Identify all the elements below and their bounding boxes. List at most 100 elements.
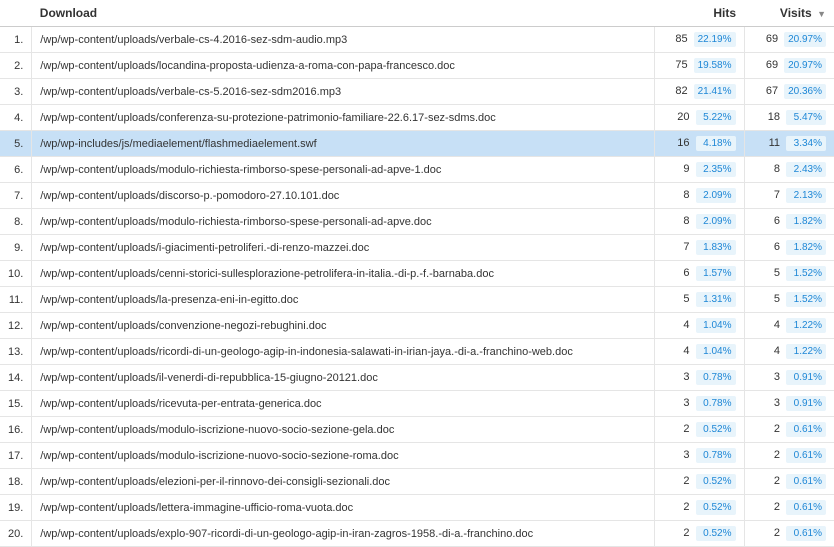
visits-count: 3 bbox=[756, 371, 780, 383]
visits-count: 5 bbox=[756, 267, 780, 279]
row-path[interactable]: /wp/wp-includes/js/mediaelement/flashmed… bbox=[32, 131, 654, 157]
row-visits: 61.82% bbox=[744, 209, 834, 235]
row-hits: 92.35% bbox=[654, 157, 744, 183]
visits-pct-badge: 20.36% bbox=[784, 84, 826, 99]
row-path[interactable]: /wp/wp-content/uploads/i-giacimenti-petr… bbox=[32, 235, 654, 261]
row-path[interactable]: /wp/wp-content/uploads/verbale-cs-4.2016… bbox=[32, 27, 654, 53]
visits-count: 69 bbox=[754, 59, 778, 71]
row-visits: 41.22% bbox=[744, 313, 834, 339]
table-row[interactable]: 13./wp/wp-content/uploads/ricordi-di-un-… bbox=[0, 339, 834, 365]
table-row[interactable]: 15./wp/wp-content/uploads/ricevuta-per-e… bbox=[0, 391, 834, 417]
row-index: 10. bbox=[0, 261, 32, 287]
table-row[interactable]: 20./wp/wp-content/uploads/explo-907-rico… bbox=[0, 521, 834, 547]
hits-count: 4 bbox=[666, 345, 690, 357]
header-hits[interactable]: Hits bbox=[654, 0, 744, 27]
visits-count: 11 bbox=[756, 137, 780, 149]
visits-count: 4 bbox=[756, 319, 780, 331]
table-row[interactable]: 10./wp/wp-content/uploads/cenni-storici-… bbox=[0, 261, 834, 287]
table-row[interactable]: 19./wp/wp-content/uploads/lettera-immagi… bbox=[0, 495, 834, 521]
hits-count: 7 bbox=[666, 241, 690, 253]
row-visits: 51.52% bbox=[744, 261, 834, 287]
row-path[interactable]: /wp/wp-content/uploads/ricevuta-per-entr… bbox=[32, 391, 654, 417]
table-row[interactable]: 14./wp/wp-content/uploads/il-venerdi-di-… bbox=[0, 365, 834, 391]
visits-pct-badge: 0.61% bbox=[786, 448, 826, 463]
table-row[interactable]: 17./wp/wp-content/uploads/modulo-iscrizi… bbox=[0, 443, 834, 469]
row-hits: 164.18% bbox=[654, 131, 744, 157]
row-path[interactable]: /wp/wp-content/uploads/verbale-cs-5.2016… bbox=[32, 79, 654, 105]
hits-pct-badge: 0.78% bbox=[696, 448, 736, 463]
row-index: 16. bbox=[0, 417, 32, 443]
row-index: 9. bbox=[0, 235, 32, 261]
row-path[interactable]: /wp/wp-content/uploads/conferenza-su-pro… bbox=[32, 105, 654, 131]
row-index: 17. bbox=[0, 443, 32, 469]
hits-count: 85 bbox=[664, 33, 688, 45]
table-row[interactable]: 3./wp/wp-content/uploads/verbale-cs-5.20… bbox=[0, 79, 834, 105]
table-row[interactable]: 6./wp/wp-content/uploads/modulo-richiest… bbox=[0, 157, 834, 183]
table-row[interactable]: 1./wp/wp-content/uploads/verbale-cs-4.20… bbox=[0, 27, 834, 53]
table-row[interactable]: 12./wp/wp-content/uploads/convenzione-ne… bbox=[0, 313, 834, 339]
hits-count: 8 bbox=[666, 189, 690, 201]
hits-pct-badge: 0.52% bbox=[696, 526, 736, 541]
hits-count: 75 bbox=[664, 59, 688, 71]
row-index: 2. bbox=[0, 53, 32, 79]
row-path[interactable]: /wp/wp-content/uploads/modulo-iscrizione… bbox=[32, 417, 654, 443]
table-row[interactable]: 4./wp/wp-content/uploads/conferenza-su-p… bbox=[0, 105, 834, 131]
row-hits: 8522.19% bbox=[654, 27, 744, 53]
header-index bbox=[0, 0, 32, 27]
row-path[interactable]: /wp/wp-content/uploads/modulo-richiesta-… bbox=[32, 157, 654, 183]
visits-pct-badge: 2.43% bbox=[786, 162, 826, 177]
header-visits[interactable]: Visits ▼ bbox=[744, 0, 834, 27]
row-visits: 8 2.43% bbox=[744, 157, 834, 183]
hits-pct-badge: 0.52% bbox=[696, 422, 736, 437]
row-path[interactable]: /wp/wp-content/uploads/la-presenza-eni-i… bbox=[32, 287, 654, 313]
row-index: 8. bbox=[0, 209, 32, 235]
hits-count: 2 bbox=[666, 475, 690, 487]
row-path[interactable]: /wp/wp-content/uploads/ricordi-di-un-geo… bbox=[32, 339, 654, 365]
row-path[interactable]: /wp/wp-content/uploads/explo-907-ricordi… bbox=[32, 521, 654, 547]
hits-count: 20 bbox=[666, 111, 690, 123]
row-visits: 6920.97% bbox=[744, 27, 834, 53]
row-path[interactable]: /wp/wp-content/uploads/il-venerdi-di-rep… bbox=[32, 365, 654, 391]
table-row[interactable]: 18./wp/wp-content/uploads/elezioni-per-i… bbox=[0, 469, 834, 495]
row-hits: 41.04% bbox=[654, 313, 744, 339]
row-index: 19. bbox=[0, 495, 32, 521]
row-path[interactable]: /wp/wp-content/uploads/modulo-richiesta-… bbox=[32, 209, 654, 235]
table-row[interactable]: 5./wp/wp-includes/js/mediaelement/flashm… bbox=[0, 131, 834, 157]
row-path[interactable]: /wp/wp-content/uploads/lettera-immagine-… bbox=[32, 495, 654, 521]
visits-pct-badge: 0.91% bbox=[786, 370, 826, 385]
row-path[interactable]: /wp/wp-content/uploads/elezioni-per-il-r… bbox=[32, 469, 654, 495]
row-path[interactable]: /wp/wp-content/uploads/modulo-iscrizione… bbox=[32, 443, 654, 469]
table-row[interactable]: 11./wp/wp-content/uploads/la-presenza-en… bbox=[0, 287, 834, 313]
row-index: 11. bbox=[0, 287, 32, 313]
row-index: 1. bbox=[0, 27, 32, 53]
row-path[interactable]: /wp/wp-content/uploads/cenni-storici-sul… bbox=[32, 261, 654, 287]
hits-pct-badge: 2.09% bbox=[696, 214, 736, 229]
row-index: 13. bbox=[0, 339, 32, 365]
table-row[interactable]: 2./wp/wp-content/uploads/locandina-propo… bbox=[0, 53, 834, 79]
row-index: 20. bbox=[0, 521, 32, 547]
row-index: 15. bbox=[0, 391, 32, 417]
row-path[interactable]: /wp/wp-content/uploads/locandina-propost… bbox=[32, 53, 654, 79]
row-hits: 8 2.09% bbox=[654, 183, 744, 209]
visits-count: 2 bbox=[756, 501, 780, 513]
row-index: 14. bbox=[0, 365, 32, 391]
row-visits: 41.22% bbox=[744, 339, 834, 365]
row-hits: 30.78% bbox=[654, 391, 744, 417]
hits-count: 9 bbox=[666, 163, 690, 175]
row-visits: 20.61% bbox=[744, 469, 834, 495]
row-index: 18. bbox=[0, 469, 32, 495]
table-row[interactable]: 7./wp/wp-content/uploads/discorso-p.-pom… bbox=[0, 183, 834, 209]
visits-count: 8 bbox=[756, 163, 780, 175]
row-hits: 20.52% bbox=[654, 495, 744, 521]
table-row[interactable]: 9./wp/wp-content/uploads/i-giacimenti-pe… bbox=[0, 235, 834, 261]
header-download[interactable]: Download bbox=[32, 0, 654, 27]
row-path[interactable]: /wp/wp-content/uploads/discorso-p.-pomod… bbox=[32, 183, 654, 209]
visits-pct-badge: 0.61% bbox=[786, 526, 826, 541]
hits-pct-badge: 2.09% bbox=[696, 188, 736, 203]
hits-count: 6 bbox=[666, 267, 690, 279]
table-row[interactable]: 16./wp/wp-content/uploads/modulo-iscrizi… bbox=[0, 417, 834, 443]
row-hits: 51.31% bbox=[654, 287, 744, 313]
hits-count: 8 bbox=[666, 215, 690, 227]
row-path[interactable]: /wp/wp-content/uploads/convenzione-negoz… bbox=[32, 313, 654, 339]
table-row[interactable]: 8./wp/wp-content/uploads/modulo-richiest… bbox=[0, 209, 834, 235]
